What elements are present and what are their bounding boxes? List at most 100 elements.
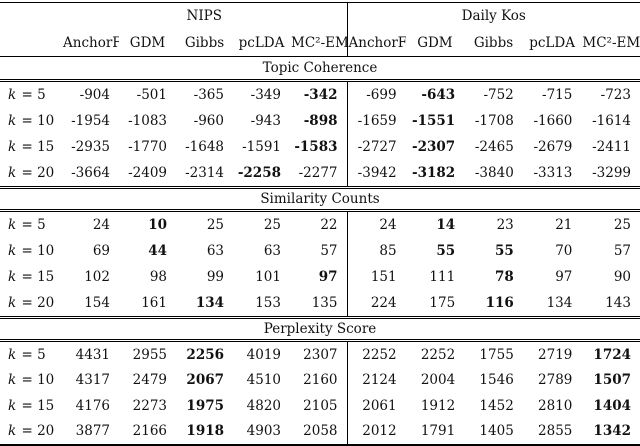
value-cell: -699 xyxy=(366,87,397,103)
value-cell: 1791 xyxy=(420,423,456,440)
value-cell: 70 xyxy=(555,243,573,259)
value-cell: 4820 xyxy=(246,397,281,414)
value-cell: 55 xyxy=(436,243,456,259)
value-cell: -365 xyxy=(193,87,224,103)
value-cell: 44 xyxy=(148,243,167,259)
value-cell: -3664 xyxy=(71,165,110,181)
value-cell: 153 xyxy=(255,295,281,311)
column-header: GDM xyxy=(417,34,453,51)
value-cell: 134 xyxy=(195,295,224,311)
value-cell: 1507 xyxy=(593,372,631,389)
value-cell: -349 xyxy=(250,87,281,103)
value-cell: 1724 xyxy=(593,346,631,363)
value-cell: 2012 xyxy=(362,423,397,440)
group-header-nips: NIPS xyxy=(62,3,348,29)
value-cell: 4317 xyxy=(75,372,110,389)
value-cell: -960 xyxy=(193,113,224,129)
value-cell: 151 xyxy=(370,269,397,285)
value-cell: -898 xyxy=(290,108,348,134)
section-table: k = 5 -904 -501 -365 -349 -342 -699 -643 -752 -71… xyxy=(0,82,640,186)
value-cell: 4431 xyxy=(75,346,110,363)
value-cell: 154 xyxy=(84,295,110,311)
value-cell: 4019 xyxy=(246,346,281,363)
value-cell: 1912 xyxy=(420,397,456,414)
value-cell: -2409 xyxy=(128,165,167,181)
value-cell: 2855 xyxy=(538,423,573,440)
row-label: k = 20 xyxy=(8,295,55,311)
value-cell: 2004 xyxy=(420,372,456,389)
value-cell: 175 xyxy=(429,295,456,311)
value-cell: 10 xyxy=(148,217,167,233)
value-cell: 14 xyxy=(436,217,456,233)
value-cell: 99 xyxy=(206,269,224,285)
group-header-dailykos: Daily Kos xyxy=(461,8,526,24)
row-label: k = 5 xyxy=(8,87,46,103)
value-cell: 1755 xyxy=(479,346,514,363)
value-cell: -3313 xyxy=(533,165,573,181)
section-title: Perplexity Score xyxy=(0,316,640,342)
value-cell: 57 xyxy=(613,243,631,259)
value-cell: 2719 xyxy=(538,346,573,363)
value-cell: -904 xyxy=(79,87,110,103)
value-cell: 2810 xyxy=(538,397,573,414)
value-cell: 2307 xyxy=(290,342,348,368)
value-cell: 25 xyxy=(206,217,224,233)
value-cell: -2679 xyxy=(533,139,573,155)
value-cell: 4510 xyxy=(246,372,281,389)
column-header: Gibbs xyxy=(473,34,514,51)
table-row: k = 20 -3664 -2409 -2314 -2258 -2277 -3942 -318… xyxy=(0,160,640,186)
value-cell: -2314 xyxy=(185,165,224,181)
value-cell: 102 xyxy=(84,269,110,285)
value-cell: 63 xyxy=(263,243,281,259)
value-cell: 55 xyxy=(494,243,514,259)
column-header: pcLDA xyxy=(238,34,285,51)
value-cell: -1614 xyxy=(592,113,631,129)
row-label: k = 5 xyxy=(8,346,46,363)
value-cell: 85 xyxy=(379,243,397,259)
value-cell: -3182 xyxy=(412,165,456,181)
value-cell: 4903 xyxy=(246,423,281,440)
value-cell: 78 xyxy=(494,269,514,285)
value-cell: -1954 xyxy=(71,113,110,129)
section-table: k = 5 24 10 25 25 22 24 14 23 21 25 k = 10 69 44 63 63 5… xyxy=(0,212,640,316)
column-header: pcLDA xyxy=(529,34,575,51)
value-cell: 69 xyxy=(92,243,110,259)
value-cell: 2160 xyxy=(290,367,348,393)
value-cell: -2411 xyxy=(592,139,631,155)
row-label: k = 10 xyxy=(8,243,55,259)
table-row: k = 15 4176 2273 1975 4820 2105 2061 1912 1452 28… xyxy=(0,393,640,419)
section-title: Topic Coherence xyxy=(0,56,640,82)
column-header-row: AnchorF GDM Gibbs pcLDA MC²-EM AnchorF GDM Gibb… xyxy=(0,29,640,56)
value-cell: 134 xyxy=(546,295,573,311)
table-row: k = 5 -904 -501 -365 -349 -342 -699 -643 -752 -71… xyxy=(0,82,640,108)
corner-cell xyxy=(0,29,62,56)
table-sections: Topic Coherence k = 5 -904 -501 -365 -349 -342… xyxy=(0,56,640,444)
value-cell: 21 xyxy=(555,217,573,233)
table-row: k = 5 4431 2955 2256 4019 2307 2252 2252 1755 271… xyxy=(0,342,640,368)
table-row: k = 15 102 98 99 101 97 151 111 78 97 90 xyxy=(0,264,640,290)
value-cell: 97 xyxy=(555,269,573,285)
value-cell: 2256 xyxy=(186,346,224,363)
table-row: k = 20 154 161 134 153 135 224 175 116 134 143 xyxy=(0,290,640,316)
value-cell: 90 xyxy=(613,269,631,285)
table-row: k = 10 4317 2479 2067 4510 2160 2124 2004 1546 27… xyxy=(0,367,640,393)
value-cell: 161 xyxy=(141,295,167,311)
table-row: k = 20 3877 2166 1918 4903 2058 2012 1791 1405 28… xyxy=(0,418,640,444)
value-cell: 2166 xyxy=(132,423,167,440)
value-cell: 97 xyxy=(290,264,348,290)
value-cell: -3942 xyxy=(357,165,397,181)
value-cell: -2935 xyxy=(71,139,110,155)
value-cell: 2124 xyxy=(362,372,397,389)
value-cell: -1083 xyxy=(128,113,167,129)
value-cell: 22 xyxy=(290,212,348,238)
value-cell: 2067 xyxy=(186,372,224,389)
row-label: k = 20 xyxy=(8,423,55,440)
row-label: k = 15 xyxy=(8,269,55,285)
row-label: k = 20 xyxy=(8,165,55,181)
value-cell: 23 xyxy=(496,217,514,233)
value-cell: 98 xyxy=(149,269,167,285)
value-cell: 135 xyxy=(290,290,348,316)
value-cell: -715 xyxy=(542,87,573,103)
value-cell: -2727 xyxy=(357,139,397,155)
